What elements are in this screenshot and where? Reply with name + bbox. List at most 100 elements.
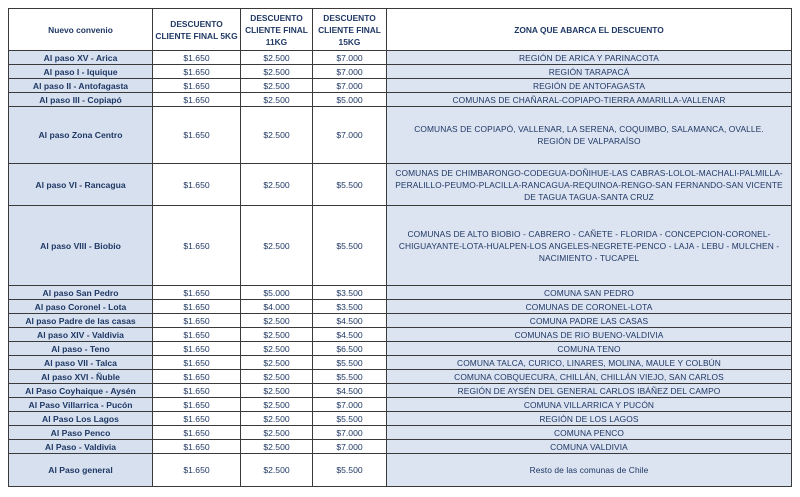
convenio-cell: Al paso Zona Centro <box>8 106 153 164</box>
zone-cell: COMUNAS DE CHIMBARONGO-CODEGUA-DOÑIHUE-L… <box>386 163 792 206</box>
table-row: Al Paso - Valdivia $1.650 $2.500 $7.000 COMU… <box>8 439 792 454</box>
convenio-cell: Al Paso Coyhaique - Aysén <box>8 383 153 398</box>
header-zona: ZONA QUE ABARCA EL DESCUENTO <box>386 8 792 51</box>
price-15kg-cell: $5.000 <box>312 92 387 107</box>
price-11kg-cell: $2.500 <box>240 341 313 356</box>
price-5kg-cell: $1.650 <box>152 439 241 454</box>
price-11kg-cell: $2.500 <box>240 327 313 342</box>
table-row: Al paso XIV - Valdivia $1.650 $2.500 $4.500… <box>8 327 792 342</box>
price-15kg-cell: $5.500 <box>312 369 387 384</box>
price-11kg-cell: $2.500 <box>240 383 313 398</box>
price-11kg-cell: $2.500 <box>240 64 313 79</box>
price-15kg-cell: $4.500 <box>312 327 387 342</box>
convenio-cell: Al Paso Los Lagos <box>8 411 153 426</box>
price-5kg-cell: $1.650 <box>152 205 241 286</box>
table-row: Al Paso general $1.650 $2.500 $5.500 Resto d… <box>8 453 792 487</box>
price-5kg-cell: $1.650 <box>152 50 241 65</box>
convenio-cell: Al paso Padre de las casas <box>8 313 153 328</box>
zone-cell: COMUNAS DE CORONEL-LOTA <box>386 299 792 314</box>
zone-cell: REGIÓN DE ARICA Y PARINACOTA <box>386 50 792 65</box>
price-15kg-cell: $5.500 <box>312 411 387 426</box>
price-15kg-cell: $5.500 <box>312 163 387 206</box>
price-5kg-cell: $1.650 <box>152 64 241 79</box>
convenio-cell: Al paso Coronel - Lota <box>8 299 153 314</box>
convenio-cell: Al paso III - Copiapó <box>8 92 153 107</box>
convenio-cell: Al paso XVI - Ñuble <box>8 369 153 384</box>
convenio-cell: Al paso San Pedro <box>8 285 153 300</box>
price-5kg-cell: $1.650 <box>152 355 241 370</box>
convenio-cell: Al Paso general <box>8 453 153 487</box>
price-15kg-cell: $7.000 <box>312 425 387 440</box>
zone-cell: COMUNA PENCO <box>386 425 792 440</box>
table-row: Al paso I - Iquique $1.650 $2.500 $7.000 REG… <box>8 64 792 79</box>
table-row: Al paso Padre de las casas $1.650 $2.500 $4… <box>8 313 792 328</box>
price-11kg-cell: $2.500 <box>240 205 313 286</box>
price-11kg-cell: $2.500 <box>240 355 313 370</box>
zone-cell: COMUNAS DE ALTO BIOBIO - CABRERO - CAÑET… <box>386 205 792 286</box>
price-5kg-cell: $1.650 <box>152 299 241 314</box>
convenio-cell: Al paso VI - Rancagua <box>8 163 153 206</box>
price-15kg-cell: $6.500 <box>312 341 387 356</box>
table-row: Al paso Coronel - Lota $1.650 $4.000 $3.500… <box>8 299 792 314</box>
zone-cell: COMUNAS DE CHAÑARAL-COPIAPO-TIERRA AMARI… <box>386 92 792 107</box>
convenio-cell: Al Paso Villarrica - Pucón <box>8 397 153 412</box>
price-11kg-cell: $2.500 <box>240 453 313 487</box>
zone-cell: COMUNA PADRE LAS CASAS <box>386 313 792 328</box>
price-11kg-cell: $2.500 <box>240 78 313 93</box>
table-row: Al paso VI - Rancagua $1.650 $2.500 $5.500 C… <box>8 163 792 206</box>
header-11kg: DESCUENTO CLIENTE FINAL 11KG <box>240 8 313 51</box>
zone-cell: REGIÓN TARAPACÁ <box>386 64 792 79</box>
table-row: Al paso III - Copiapó $1.650 $2.500 $5.000 C… <box>8 92 792 107</box>
price-15kg-cell: $7.000 <box>312 78 387 93</box>
zone-cell: COMUNAS DE COPIAPÓ, VALLENAR, LA SERENA,… <box>386 106 792 164</box>
zone-cell: REGIÓN DE AYSÉN DEL GENERAL CARLOS IBÁÑE… <box>386 383 792 398</box>
header-convenio: Nuevo convenio <box>8 8 153 51</box>
price-5kg-cell: $1.650 <box>152 106 241 164</box>
price-5kg-cell: $1.650 <box>152 78 241 93</box>
convenio-cell: Al paso VIII - Biobio <box>8 205 153 286</box>
price-15kg-cell: $7.000 <box>312 64 387 79</box>
zone-cell: COMUNA TALCA, CURICO, LINARES, MOLINA, M… <box>386 355 792 370</box>
price-11kg-cell: $2.500 <box>240 369 313 384</box>
price-5kg-cell: $1.650 <box>152 369 241 384</box>
price-5kg-cell: $1.650 <box>152 341 241 356</box>
price-11kg-cell: $2.500 <box>240 439 313 454</box>
price-5kg-cell: $1.650 <box>152 327 241 342</box>
price-5kg-cell: $1.650 <box>152 285 241 300</box>
header-row: Nuevo convenio DESCUENTO CLIENTE FINAL 5… <box>8 8 792 51</box>
price-11kg-cell: $4.000 <box>240 299 313 314</box>
table-row: Al Paso Villarrica - Pucón $1.650 $2.500 $7… <box>8 397 792 412</box>
zone-cell: COMUNA SAN PEDRO <box>386 285 792 300</box>
price-15kg-cell: $7.000 <box>312 50 387 65</box>
convenio-cell: Al paso VII - Talca <box>8 355 153 370</box>
convenio-cell: Al paso XIV - Valdivia <box>8 327 153 342</box>
table-row: Al Paso Penco $1.650 $2.500 $7.000 COMUNA PE… <box>8 425 792 440</box>
table-row: Al paso VIII - Biobio $1.650 $2.500 $5.500 C… <box>8 205 792 286</box>
price-15kg-cell: $7.000 <box>312 106 387 164</box>
price-11kg-cell: $2.500 <box>240 397 313 412</box>
convenio-cell: Al paso - Teno <box>8 341 153 356</box>
price-11kg-cell: $2.500 <box>240 92 313 107</box>
price-15kg-cell: $5.500 <box>312 355 387 370</box>
header-5kg: DESCUENTO CLIENTE FINAL 5KG <box>152 8 241 51</box>
price-11kg-cell: $2.500 <box>240 163 313 206</box>
price-15kg-cell: $3.500 <box>312 285 387 300</box>
table-row: Al paso II - Antofagasta $1.650 $2.500 $7.0… <box>8 78 792 93</box>
table-row: Al Paso Coyhaique - Aysén $1.650 $2.500 $4.… <box>8 383 792 398</box>
convenio-cell: Al Paso - Valdivia <box>8 439 153 454</box>
table-row: Al paso VII - Talca $1.650 $2.500 $5.500 COM… <box>8 355 792 370</box>
price-15kg-cell: $7.000 <box>312 397 387 412</box>
price-15kg-cell: $4.500 <box>312 383 387 398</box>
price-11kg-cell: $2.500 <box>240 313 313 328</box>
price-11kg-cell: $2.500 <box>240 411 313 426</box>
zone-cell: COMUNA COBQUECURA, CHILLÁN, CHILLÁN VIEJ… <box>386 369 792 384</box>
convenio-cell: Al paso XV - Arica <box>8 50 153 65</box>
discount-table: Nuevo convenio DESCUENTO CLIENTE FINAL 5… <box>8 8 792 487</box>
zone-cell: COMUNAS DE RIO BUENO-VALDIVIA <box>386 327 792 342</box>
table-row: Al paso San Pedro $1.650 $5.000 $3.500 COMUN… <box>8 285 792 300</box>
price-11kg-cell: $5.000 <box>240 285 313 300</box>
convenio-cell: Al Paso Penco <box>8 425 153 440</box>
price-15kg-cell: $5.500 <box>312 205 387 286</box>
zone-cell: COMUNA VALDIVIA <box>386 439 792 454</box>
table-row: Al paso - Teno $1.650 $2.500 $6.500 COMUNA T… <box>8 341 792 356</box>
